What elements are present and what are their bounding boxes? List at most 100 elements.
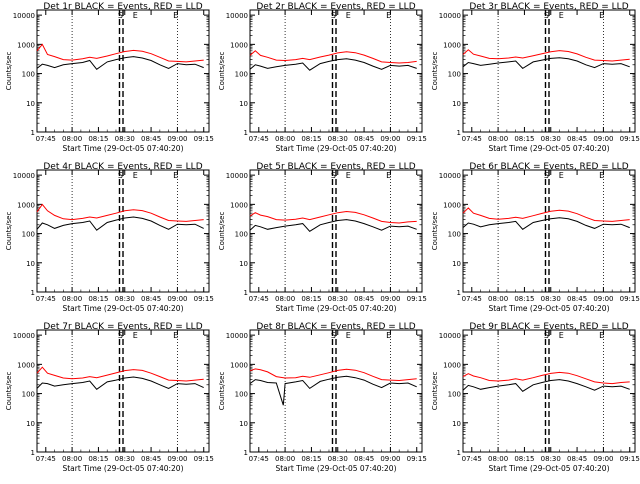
x-tick-label: 08:45 (567, 135, 587, 143)
series-line-lld (36, 43, 204, 63)
y-axis-label: Counts/sec (218, 52, 226, 91)
x-tick-label: 09:15 (620, 135, 640, 143)
x-tick-label: 09:15 (407, 135, 427, 143)
orbit-marker-label: S (331, 331, 336, 340)
y-axis-label: Counts/sec (218, 212, 226, 251)
y-tick-label: 1000 (443, 41, 461, 49)
series-line-lld (36, 366, 204, 382)
y-tick-label: 1000 (17, 41, 35, 49)
x-tick-label: 08:30 (328, 135, 348, 143)
y-tick-label: 1000 (230, 201, 248, 209)
y-tick-label: 10000 (13, 332, 35, 340)
x-tick-label: 07:45 (36, 295, 56, 303)
y-tick-label: 100 (22, 71, 35, 79)
x-tick-label: 08:00 (62, 455, 82, 463)
series-line-events (249, 375, 417, 406)
y-tick-label: 10 (26, 420, 35, 428)
y-tick-label: 10000 (226, 172, 248, 180)
y-axis-label: Counts/sec (218, 372, 226, 411)
y-tick-label: 10000 (226, 332, 248, 340)
x-tick-label: 09:00 (167, 135, 187, 143)
x-tick-label: 07:45 (36, 135, 56, 143)
x-tick-label: 09:00 (167, 295, 187, 303)
y-tick-label: 100 (448, 391, 461, 399)
x-tick-label: 09:00 (593, 455, 613, 463)
chart-panel-3: Det 3r BLACK = Events, RED = LLD 1 10 100 10… (431, 2, 640, 153)
x-axis-label: Start Time (29-Oct-05 07:40:20) (275, 144, 396, 153)
y-tick-label: 10 (239, 420, 248, 428)
y-tick-label: 100 (235, 71, 248, 79)
orbit-marker-label: E (386, 331, 391, 340)
orbit-marker-label: E (559, 11, 564, 20)
y-tick-label: 1 (244, 129, 248, 137)
chart-panel-4: Det 4r BLACK = Events, RED = LLD 1 10 100 10… (5, 162, 214, 313)
orbit-marker-label: E (559, 171, 564, 180)
x-tick-label: 08:45 (567, 455, 587, 463)
y-axis-label: Counts/sec (5, 212, 13, 251)
x-tick-label: 07:45 (249, 295, 269, 303)
series-line-lld (462, 49, 630, 62)
orbit-marker-label: E (133, 331, 138, 340)
y-tick-label: 1000 (17, 201, 35, 209)
orbit-marker-label: S (331, 11, 336, 20)
x-tick-label: 08:30 (115, 455, 135, 463)
y-tick-label: 10 (26, 100, 35, 108)
series-line-events (462, 57, 630, 70)
orbit-marker-label: E (346, 171, 351, 180)
x-tick-label: 08:00 (275, 455, 295, 463)
x-tick-label: 07:45 (36, 455, 56, 463)
orbit-marker-label: E (173, 171, 178, 180)
y-axis-label: Counts/sec (431, 372, 439, 411)
x-tick-label: 08:30 (541, 135, 561, 143)
x-tick-label: 09:15 (407, 295, 427, 303)
x-tick-label: 08:30 (541, 295, 561, 303)
x-tick-label: 08:45 (354, 135, 374, 143)
x-axis-label: Start Time (29-Oct-05 07:40:20) (488, 464, 609, 473)
x-tick-label: 08:15 (301, 455, 321, 463)
orbit-marker-label: S (544, 171, 549, 180)
orbit-marker-label: E (346, 331, 351, 340)
series-line-events (462, 379, 630, 392)
x-tick-label: 08:30 (328, 455, 348, 463)
x-tick-label: 09:15 (407, 455, 427, 463)
orbit-marker-label: E (386, 171, 391, 180)
x-axis-label: Start Time (29-Oct-05 07:40:20) (488, 304, 609, 313)
x-tick-label: 09:15 (194, 295, 214, 303)
orbit-marker-label: E (346, 11, 351, 20)
series-line-events (249, 58, 417, 71)
x-tick-label: 09:00 (167, 455, 187, 463)
x-tick-label: 08:00 (275, 135, 295, 143)
y-tick-label: 1000 (443, 361, 461, 369)
y-tick-label: 1 (457, 449, 461, 457)
x-axis-label: Start Time (29-Oct-05 07:40:20) (275, 304, 396, 313)
chart-panel-9: Det 9r BLACK = Events, RED = LLD 1 10 100 10… (431, 322, 640, 473)
y-axis-label: Counts/sec (5, 52, 13, 91)
y-tick-label: 10000 (439, 172, 461, 180)
chart-title: Det 7r BLACK = Events, RED = LLD (43, 322, 202, 332)
y-tick-label: 10000 (439, 12, 461, 20)
series-line-events (36, 56, 204, 70)
orbit-marker-label: E (599, 171, 604, 180)
x-tick-label: 08:45 (354, 455, 374, 463)
x-tick-label: 08:15 (88, 135, 108, 143)
chart-title: Det 4r BLACK = Events, RED = LLD (43, 162, 202, 172)
y-tick-label: 1 (244, 289, 248, 297)
series-line-lld (249, 50, 417, 64)
y-tick-label: 1 (31, 289, 35, 297)
chart-panel-2: Det 2r BLACK = Events, RED = LLD 1 10 100 10… (218, 2, 427, 153)
series-line-events (462, 217, 630, 230)
y-tick-label: 10 (239, 100, 248, 108)
x-tick-label: 09:00 (593, 295, 613, 303)
y-tick-label: 100 (235, 391, 248, 399)
series-line-events (36, 376, 204, 390)
orbit-marker-label: S (544, 11, 549, 20)
series-line-events (249, 219, 417, 232)
series-line-lld (462, 207, 630, 222)
y-tick-label: 100 (448, 231, 461, 239)
chart-panel-6: Det 6r BLACK = Events, RED = LLD 1 10 100 10… (431, 162, 640, 313)
x-tick-label: 07:45 (462, 455, 482, 463)
orbit-marker-label: E (173, 11, 178, 20)
x-axis-label: Start Time (29-Oct-05 07:40:20) (62, 144, 183, 153)
